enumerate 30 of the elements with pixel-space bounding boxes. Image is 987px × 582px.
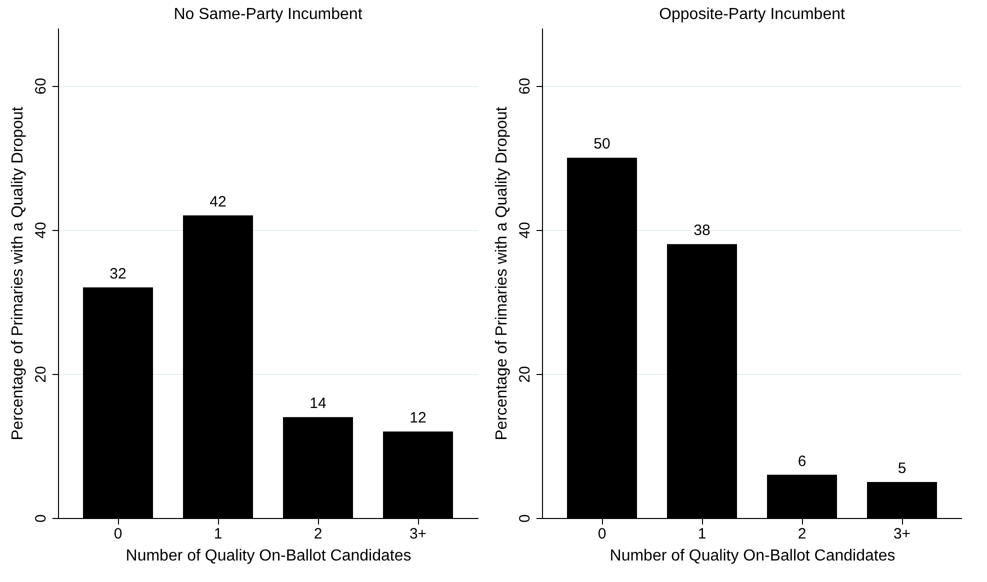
chart-title: Opposite-Party Incumbent <box>659 6 846 23</box>
y-axis-title: Percentage of Primaries with a Quality Dropout <box>10 106 26 440</box>
x-tick-label: 2 <box>798 526 806 542</box>
x-axis-title: Number of Quality On-Ballot Candidates <box>610 548 896 564</box>
y-axis-title: Percentage of Primaries with a Quality Dropout <box>494 106 510 440</box>
x-tick-label: 2 <box>314 526 322 542</box>
y-tick-label: 20 <box>32 366 50 383</box>
data-label: 12 <box>410 410 426 427</box>
data-label: 38 <box>694 222 710 240</box>
data-label: 50 <box>594 136 610 153</box>
y-tick-label: 60 <box>32 78 50 94</box>
x-tick-label: 0 <box>114 526 122 542</box>
x-tick-label: 1 <box>698 526 706 542</box>
x-axis-title: Number of Quality On-Ballot Candidates <box>126 548 412 564</box>
x-tick-label: 1 <box>214 526 222 542</box>
y-tick-label: 0 <box>32 514 50 523</box>
data-label: 14 <box>310 395 326 412</box>
y-tick-label: 40 <box>516 222 534 239</box>
y-tick-label: 0 <box>516 514 534 523</box>
y-tick-label: 20 <box>516 366 534 383</box>
x-tick-label: 3+ <box>409 526 427 542</box>
data-label: 6 <box>798 452 806 470</box>
data-label: 42 <box>210 193 226 210</box>
chart-title: No Same-Party Incumbent <box>174 6 363 23</box>
x-tick-label: 0 <box>598 526 606 542</box>
data-label: 32 <box>110 265 126 282</box>
x-tick-label: 3+ <box>893 526 911 542</box>
data-label: 5 <box>898 460 906 477</box>
y-tick-label: 40 <box>32 222 50 239</box>
y-tick-label: 60 <box>516 78 534 94</box>
